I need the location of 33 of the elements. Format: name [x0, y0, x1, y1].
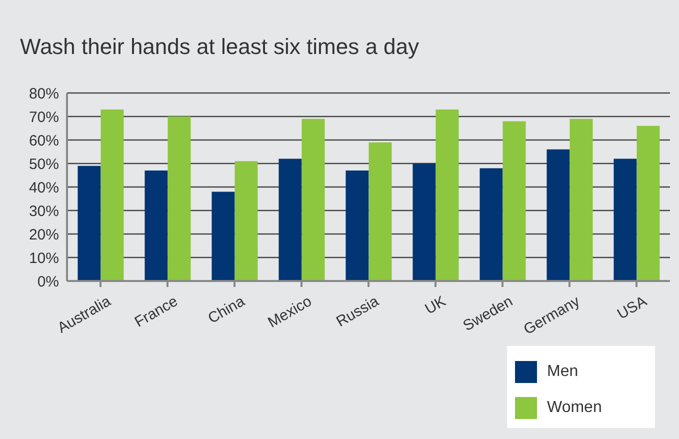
bar — [480, 168, 503, 281]
chart-title: Wash their hands at least six times a day — [20, 34, 420, 60]
bar — [412, 164, 436, 281]
y-tick-label: 30% — [28, 202, 59, 220]
y-tick-label: 20% — [28, 226, 59, 244]
bar — [168, 116, 191, 281]
legend-label: Women — [547, 399, 602, 416]
legend-label: Men — [547, 363, 578, 380]
bar — [234, 161, 258, 281]
y-tick-label: 40% — [28, 179, 59, 196]
y-tick-label: 60% — [28, 132, 59, 150]
y-tick-label: 70% — [28, 108, 59, 126]
bar — [100, 109, 124, 281]
x-tick-label: China — [205, 292, 248, 328]
y-tick-label: 0% — [37, 273, 59, 290]
bar — [302, 118, 325, 281]
bar — [144, 170, 168, 281]
x-tick-label: UK — [422, 292, 449, 318]
bar — [278, 158, 302, 281]
y-tick-label: 80% — [28, 85, 59, 102]
x-tick-label: USA — [614, 292, 650, 323]
bar — [368, 142, 392, 281]
y-tick-label: 10% — [28, 250, 59, 267]
bar — [212, 192, 235, 281]
bar — [614, 158, 637, 281]
bar — [78, 166, 101, 281]
bar — [502, 121, 526, 281]
y-tick-label: 50% — [28, 156, 59, 173]
bar — [436, 109, 459, 281]
bar — [346, 170, 369, 281]
bar — [636, 126, 660, 281]
bar — [546, 149, 570, 281]
bar — [570, 118, 593, 281]
